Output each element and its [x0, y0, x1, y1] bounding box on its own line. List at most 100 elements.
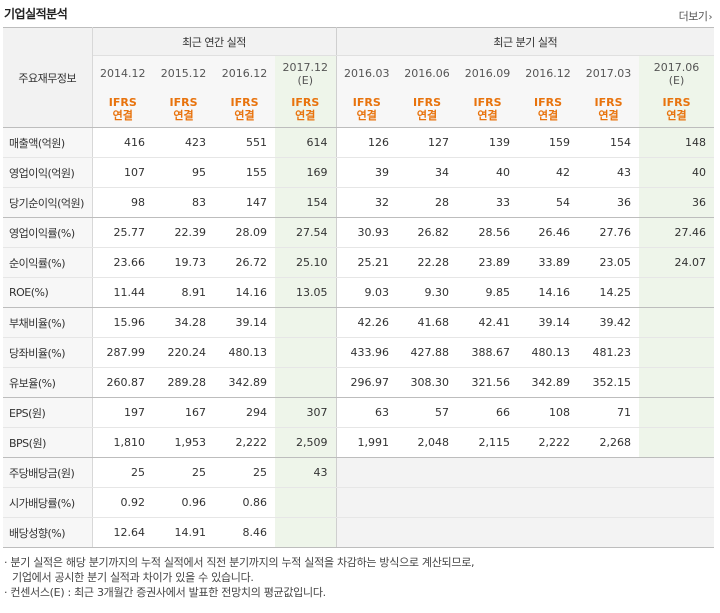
- row-label: 당좌비율(%): [3, 337, 93, 368]
- consolidated-label: 연결: [112, 109, 133, 123]
- ifrs-label: IFRS: [534, 96, 563, 110]
- table-row: 당좌비율(%) 287.99 220.24 480.13 433.96 427.88 388…: [3, 337, 715, 368]
- table-cell: 63: [336, 397, 398, 428]
- table-cell: 321.56: [457, 367, 519, 398]
- table-cell: 24.07: [639, 247, 715, 278]
- table-cell: 32: [336, 187, 398, 218]
- table-cell: [639, 337, 715, 368]
- table-cell: 26.72: [214, 247, 275, 278]
- table-cell: 480.13: [518, 337, 579, 368]
- table-cell: 433.96: [336, 337, 398, 368]
- table-cell: 294: [214, 397, 275, 428]
- table-cell: 126: [336, 127, 398, 158]
- table-cell: [336, 517, 398, 548]
- table-cell: [639, 367, 715, 398]
- table-cell: 71: [578, 397, 640, 428]
- footnotes: · 분기 실적은 해당 분기까지의 누적 실적에서 직전 분기까지의 누적 실적…: [4, 555, 475, 600]
- table-row: 부채비율(%) 15.96 34.28 39.14 42.26 41.68 42.41 39.…: [3, 307, 715, 338]
- table-cell: 481.23: [578, 337, 640, 368]
- table-cell: 39.14: [214, 307, 275, 338]
- ifrs-badge[interactable]: IFRS 연결: [639, 91, 715, 128]
- table-cell: 83: [153, 187, 214, 218]
- row-label: BPS(원): [3, 427, 93, 458]
- table-cell: [639, 307, 715, 338]
- table-row: 영업이익률(%) 25.77 22.39 28.09 27.54 30.93 26.82 28…: [3, 217, 715, 248]
- table-cell: 1,991: [336, 427, 398, 458]
- table-cell: 27.54: [275, 217, 337, 248]
- period-header: 2016.06: [397, 55, 458, 92]
- ifrs-badge[interactable]: IFRS 연결: [214, 91, 275, 128]
- table-cell: 25.77: [92, 217, 153, 248]
- more-link[interactable]: 더보기›: [678, 8, 713, 24]
- period-date: 2017.06: [653, 60, 700, 74]
- table-cell: 14.91: [153, 517, 214, 548]
- chevron-right-icon: ›: [708, 12, 713, 23]
- table-cell: [578, 457, 640, 488]
- table-cell: 39: [336, 157, 398, 188]
- table-cell: 28.09: [214, 217, 275, 248]
- ifrs-badge[interactable]: IFRS 연결: [336, 91, 398, 128]
- table-cell: 11.44: [92, 277, 153, 308]
- table-cell: [518, 487, 579, 518]
- table-cell: [275, 517, 337, 548]
- table-cell: 296.97: [336, 367, 398, 398]
- table-cell: 260.87: [92, 367, 153, 398]
- estimate-mark: (E): [297, 73, 314, 87]
- table-row: 매출액(억원) 416 423 551 614 126 127 139 159 154 148: [3, 127, 715, 158]
- table-row: 순이익률(%) 23.66 19.73 26.72 25.10 25.21 22.28 23.…: [3, 247, 715, 278]
- table-cell: 26.82: [397, 217, 458, 248]
- ifrs-label: IFRS: [169, 96, 198, 110]
- table-cell: [578, 487, 640, 518]
- table-cell: 98: [92, 187, 153, 218]
- table-cell: 167: [153, 397, 214, 428]
- period-header: 2016.03: [336, 55, 398, 92]
- ifrs-badge[interactable]: IFRS 연결: [92, 91, 153, 128]
- ifrs-label: IFRS: [594, 96, 623, 110]
- table-cell: 8.91: [153, 277, 214, 308]
- period-date: 2016.12: [525, 67, 571, 81]
- period-date: 2016.03: [344, 67, 390, 81]
- table-cell: [275, 487, 337, 518]
- table-cell: 25: [214, 457, 275, 488]
- ifrs-badge[interactable]: IFRS 연결: [578, 91, 640, 128]
- period-date: 2017.12: [282, 60, 329, 74]
- ifrs-badge[interactable]: IFRS 연결: [397, 91, 458, 128]
- table-cell: 0.96: [153, 487, 214, 518]
- table-cell: 148: [639, 127, 715, 158]
- table-cell: 27.46: [639, 217, 715, 248]
- table-cell: 22.28: [397, 247, 458, 278]
- table-cell: 423: [153, 127, 214, 158]
- ifrs-badge[interactable]: IFRS 연결: [153, 91, 214, 128]
- table-cell: [275, 337, 337, 368]
- table-row: 시가배당률(%) 0.92 0.96 0.86: [3, 487, 715, 518]
- table-cell: 15.96: [92, 307, 153, 338]
- ifrs-badge[interactable]: IFRS 연결: [275, 91, 337, 128]
- ifrs-label: IFRS: [413, 96, 442, 110]
- period-header: 2016.09: [457, 55, 519, 92]
- section-title: 기업실적분석: [4, 7, 68, 21]
- table-cell: 147: [214, 187, 275, 218]
- ifrs-badge[interactable]: IFRS 연결: [457, 91, 519, 128]
- row-label: 매출액(억원): [3, 127, 93, 158]
- table-cell: [397, 457, 458, 488]
- table-cell: [518, 457, 579, 488]
- ifrs-badge[interactable]: IFRS 연결: [518, 91, 579, 128]
- table-cell: 25.21: [336, 247, 398, 278]
- table-cell: [639, 397, 715, 428]
- table-cell: 40: [639, 157, 715, 188]
- row-label: 주당배당금(원): [3, 457, 93, 488]
- table-cell: 66: [457, 397, 519, 428]
- table-cell: 154: [275, 187, 337, 218]
- table-cell: 43: [275, 457, 337, 488]
- table-cell: 41.68: [397, 307, 458, 338]
- more-label: 더보기: [678, 10, 708, 23]
- table-cell: 2,268: [578, 427, 640, 458]
- table-cell: 95: [153, 157, 214, 188]
- row-label: ROE(%): [3, 277, 93, 308]
- table-cell: [518, 517, 579, 548]
- table-cell: 352.15: [578, 367, 640, 398]
- table-row: 유보율(%) 260.87 289.28 342.89 296.97 308.30 321.…: [3, 367, 715, 398]
- table-cell: 25: [153, 457, 214, 488]
- table-cell: 28.56: [457, 217, 519, 248]
- ifrs-label: IFRS: [662, 96, 691, 110]
